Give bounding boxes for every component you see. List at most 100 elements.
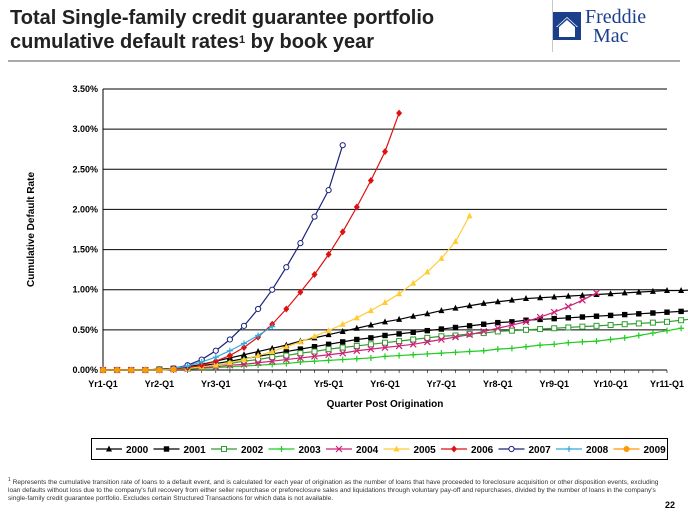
data-point-2001 <box>354 336 360 343</box>
data-point-2001 <box>678 308 684 315</box>
data-point-2009 <box>100 367 106 373</box>
data-point-2000 <box>565 292 572 299</box>
series-2005 <box>100 212 473 373</box>
data-point-2001 <box>551 315 557 322</box>
data-point-2002 <box>664 318 670 325</box>
data-point-2003 <box>452 349 459 356</box>
y-axis-title: Cumulative Default Rate <box>26 172 37 287</box>
data-point-2001 <box>607 312 614 319</box>
y-tick-label: 0.00% <box>72 365 98 375</box>
data-point-2001 <box>495 319 501 326</box>
data-point-2005 <box>396 290 403 297</box>
legend-entry-2004: 2004 <box>326 445 379 456</box>
data-point-2004 <box>578 296 586 304</box>
y-tick-label: 3.50% <box>72 84 98 94</box>
data-point-2006 <box>241 344 247 352</box>
series-line-2006 <box>103 112 400 371</box>
data-point-2000 <box>593 291 600 298</box>
data-point-2004 <box>282 356 290 363</box>
data-point-2009 <box>142 367 149 373</box>
data-point-2004 <box>268 357 276 365</box>
data-point-2002 <box>537 326 544 333</box>
logo-line-2: Mac <box>593 25 629 47</box>
data-point-2005 <box>325 327 332 334</box>
data-point-2002 <box>283 352 290 359</box>
data-point-2000 <box>367 321 374 328</box>
data-point-2003 <box>325 357 332 364</box>
data-point-2002 <box>424 334 431 341</box>
data-point-2001 <box>593 313 600 319</box>
title-line-1: Total Single-family credit guarantee por… <box>10 7 435 29</box>
data-point-2000 <box>269 344 276 351</box>
data-point-2007 <box>240 322 248 329</box>
data-point-2003 <box>311 358 318 365</box>
data-point-2002 <box>565 324 572 331</box>
data-point-2000 <box>664 287 670 294</box>
legend-label: 2005 <box>414 445 437 456</box>
series-line-2002 <box>103 318 688 371</box>
data-point-2001 <box>466 323 473 329</box>
legend-label: 2004 <box>356 445 379 456</box>
logo-divider <box>552 0 553 52</box>
data-point-2002 <box>480 330 487 337</box>
page-title: Total Single-family credit guarantee por… <box>10 6 530 54</box>
data-point-2003 <box>367 354 374 361</box>
legend-label: 2006 <box>471 445 494 456</box>
data-point-2002 <box>396 338 403 345</box>
data-point-2000 <box>255 348 262 355</box>
y-tick-label: 1.00% <box>72 285 98 295</box>
legend-entry-2006: 2006 <box>441 445 494 456</box>
legend-label: 2000 <box>126 445 149 456</box>
x-tick-label: Yr9-Q1 <box>539 379 569 389</box>
data-point-2000 <box>607 290 614 297</box>
x-tick-label: Yr8-Q1 <box>483 379 513 389</box>
y-tick-label: 3.00% <box>72 124 98 134</box>
data-point-2005 <box>212 361 219 368</box>
data-point-2008 <box>226 347 233 354</box>
data-point-2004 <box>536 313 544 321</box>
data-point-2000 <box>551 293 558 300</box>
data-point-2001 <box>311 344 318 350</box>
logo-wordmark: Freddie Mac <box>585 6 647 47</box>
data-point-2000 <box>396 315 403 322</box>
data-point-2006 <box>325 250 332 258</box>
data-point-2003 <box>537 342 544 349</box>
data-point-2003 <box>424 350 431 357</box>
data-point-2008 <box>255 332 262 339</box>
data-point-2000 <box>649 287 656 294</box>
data-point-2007 <box>297 240 304 247</box>
data-point-2005 <box>241 356 247 363</box>
data-point-2001 <box>664 309 670 315</box>
y-tick-label: 2.50% <box>72 164 98 174</box>
data-point-2000 <box>537 294 544 301</box>
data-point-2001 <box>340 339 346 345</box>
data-point-2003 <box>635 332 642 339</box>
data-point-2002 <box>649 319 656 326</box>
data-point-2007 <box>212 347 219 354</box>
data-point-2009 <box>156 367 163 373</box>
legend-marker <box>566 446 572 452</box>
legend-entry-2000: 2000 <box>96 445 149 456</box>
legend-entry-2002: 2002 <box>211 445 264 456</box>
data-point-2002 <box>325 346 332 353</box>
data-point-2007 <box>269 286 276 293</box>
data-point-2001 <box>382 332 388 339</box>
legend-marker <box>221 446 227 452</box>
data-point-2007 <box>255 305 262 313</box>
data-point-2003 <box>607 336 614 343</box>
data-point-2000 <box>494 298 501 305</box>
data-point-2008 <box>198 358 205 365</box>
data-point-2004 <box>564 303 572 310</box>
data-point-2006 <box>339 228 346 236</box>
data-point-2006 <box>226 352 233 360</box>
data-point-2001 <box>523 317 529 323</box>
data-point-2003 <box>551 341 558 348</box>
x-tick-label: Yr3-Q1 <box>201 379 231 389</box>
data-point-2005 <box>438 254 445 261</box>
data-point-2002 <box>367 341 374 348</box>
legend-marker <box>393 445 400 452</box>
data-point-2000 <box>339 327 346 334</box>
data-point-2000 <box>480 299 487 306</box>
data-point-2005 <box>382 299 388 306</box>
logo-line-1: Freddie <box>585 6 647 28</box>
